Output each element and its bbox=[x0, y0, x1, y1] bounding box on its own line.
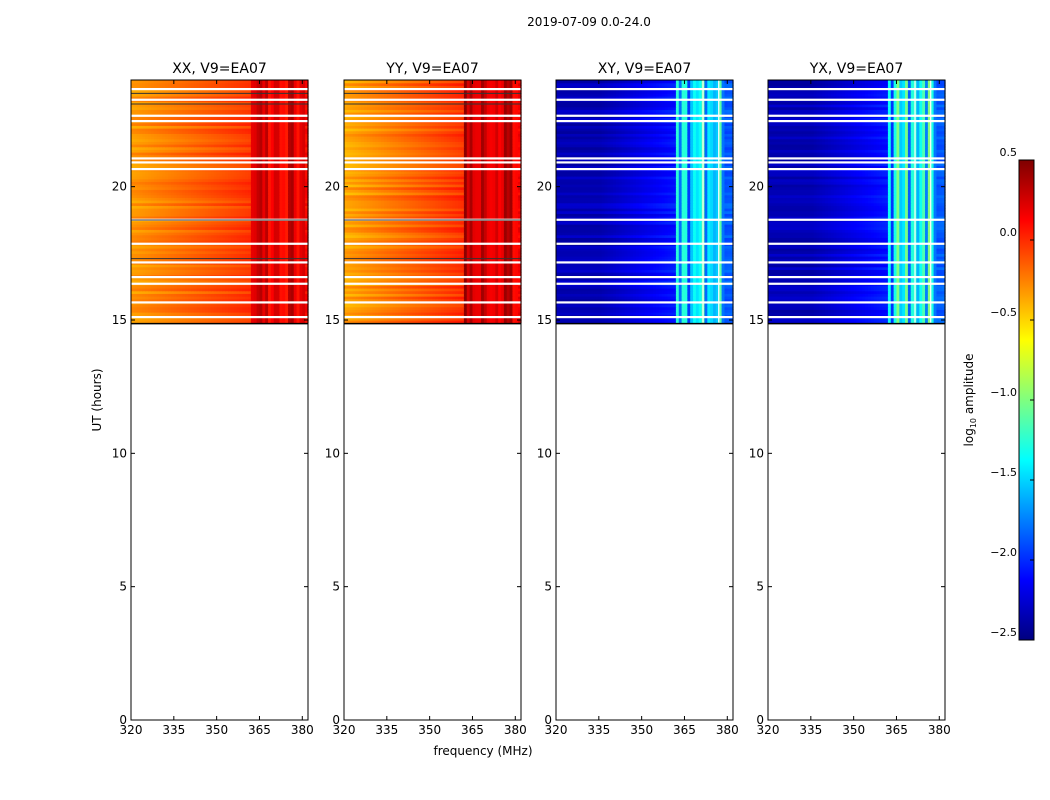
spectrogram-figure: 2019-07-09 0.0-24.0 XX, V9=EA07320 335 350… bbox=[0, 0, 1050, 800]
figure-suptitle: 2019-07-09 0.0-24.0 bbox=[527, 15, 651, 29]
